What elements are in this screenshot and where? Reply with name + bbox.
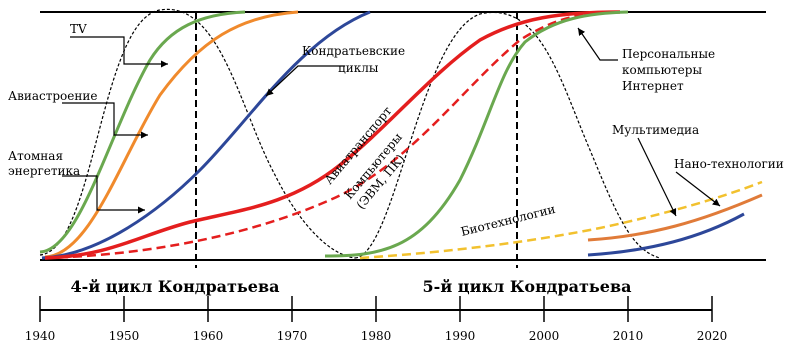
multimedia-curve xyxy=(587,193,763,242)
pc-internet-curve xyxy=(324,10,629,258)
tick-label-2010: 2010 xyxy=(613,329,644,343)
tick-label-1950: 1950 xyxy=(109,329,140,343)
aviation-industry-curve xyxy=(44,10,299,259)
tv-leader xyxy=(70,36,168,68)
kondratiev-leader xyxy=(265,65,345,97)
kondratiev-wave-1 xyxy=(39,8,356,259)
timeline-tickmarks xyxy=(39,296,713,322)
tick-label-2000: 2000 xyxy=(529,329,560,343)
label-aviation-industry: Авиастроение xyxy=(8,89,97,103)
nuclear-energy-curve xyxy=(41,10,371,260)
air-transport-curve xyxy=(44,10,621,260)
label-pc-2: компьютеры xyxy=(622,63,702,77)
multimedia-leader xyxy=(637,137,677,217)
label-kondratiev-1: Кондратьевские xyxy=(302,44,405,58)
label-nuclear-1: Атомная xyxy=(8,149,63,163)
tick-label-2020: 2020 xyxy=(697,329,728,343)
nuclear-leader xyxy=(62,175,145,214)
kondratiev-wave-2 xyxy=(354,11,661,259)
cycle-4-title: 4-й цикл Кондратьева xyxy=(71,277,280,296)
tick-label-1940: 1940 xyxy=(25,329,56,343)
label-multimedia: Мультимедиа xyxy=(612,123,699,137)
nano-curve xyxy=(587,212,745,257)
label-nuclear-2: энергетика xyxy=(8,164,80,178)
label-nano: Нано-технологии xyxy=(674,157,784,171)
biotech-curve xyxy=(359,180,763,260)
label-pc-1: Персональные xyxy=(622,47,715,61)
tick-label-1990: 1990 xyxy=(445,329,476,343)
label-biotech: Биотехнологии xyxy=(459,202,556,239)
tick-label-1980: 1980 xyxy=(361,329,392,343)
timeline-ticklabels: 1940 1950 1960 1970 1980 1990 2000 2010 2020 xyxy=(25,329,728,343)
label-tv: TV xyxy=(70,22,87,36)
label-pc-3: Интернет xyxy=(622,79,684,93)
tick-label-1960: 1960 xyxy=(193,329,224,343)
tv-curve xyxy=(39,10,246,254)
computers-curve xyxy=(44,10,616,260)
pc-leader xyxy=(577,27,618,61)
nano-leader xyxy=(675,171,721,207)
label-kondratiev-2: циклы xyxy=(338,61,379,75)
aviation-leader xyxy=(62,102,148,139)
tick-label-1970: 1970 xyxy=(277,329,308,343)
cycle-5-title: 5-й цикл Кондратьева xyxy=(423,277,632,296)
